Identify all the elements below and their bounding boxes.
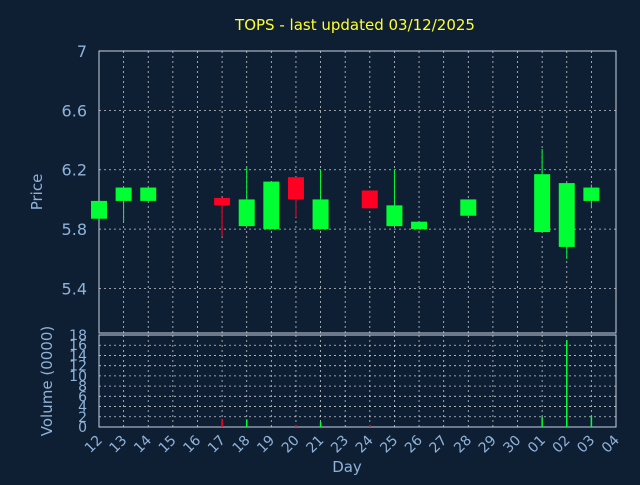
volume-tick-label: 16: [69, 338, 87, 354]
volume-tick-label: 18: [69, 328, 87, 344]
volume-tick-label: 14: [69, 348, 87, 364]
candle-body: [115, 187, 132, 201]
volume-tick-label: 6: [78, 389, 87, 405]
volume-tick-label: 0: [78, 420, 87, 436]
day-tick-label: 18: [230, 433, 254, 457]
day-tick-label: 21: [303, 433, 327, 457]
volume-bar: [319, 421, 322, 427]
day-tick-label: 02: [550, 433, 574, 457]
volume-axis-title: Volume (0000): [38, 326, 56, 436]
day-tick-label: 24: [353, 432, 377, 456]
price-tick-label: 6.2: [62, 161, 87, 180]
day-tick-label: 28: [451, 433, 475, 457]
candle-body: [361, 190, 378, 209]
volume-bar: [566, 340, 568, 427]
price-panel: 7 6.6 6.2 5.8 5.4: [62, 42, 617, 334]
candle-body: [238, 199, 255, 227]
day-tick-label: 03: [574, 433, 598, 457]
price-tick-label: 5.8: [62, 220, 87, 239]
candle-body: [214, 197, 231, 206]
candle-body: [312, 199, 329, 230]
candle-body: [583, 187, 600, 201]
candle-body: [140, 187, 157, 201]
day-tick-label: 20: [279, 433, 303, 457]
day-tick-label: 16: [180, 432, 204, 456]
volume-tick-label: 4: [78, 400, 87, 416]
day-axis-title: Day: [332, 458, 362, 476]
volume-bar: [590, 415, 593, 427]
candle-body: [411, 221, 428, 230]
day-tick-label: 15: [156, 433, 180, 457]
volume-tick-label: 2: [78, 410, 87, 426]
volume-plot-frame: [98, 334, 617, 428]
candle-body: [386, 205, 403, 227]
day-tick-label: 01: [525, 433, 549, 457]
volume-bar: [295, 424, 297, 427]
day-tick-label: 29: [476, 433, 500, 457]
day-tick-label: 25: [377, 433, 401, 457]
volume-tick-label: 8: [78, 379, 87, 395]
price-plot-frame: [98, 50, 617, 334]
volume-bar: [369, 424, 371, 427]
volume-bar: [245, 419, 248, 427]
day-tick-label: 23: [328, 433, 352, 457]
day-tick-label: 19: [254, 433, 278, 457]
price-axis-title: Price: [28, 174, 46, 211]
volume-tick-label: 10: [69, 369, 87, 385]
day-tick-label: 26: [402, 432, 426, 456]
day-tick-label: 17: [205, 433, 229, 457]
price-tick-label: 6.6: [62, 101, 87, 120]
volume-bar: [221, 418, 223, 427]
candle-body: [534, 174, 551, 233]
candle-body: [287, 177, 304, 200]
price-tick-label: 5.4: [62, 279, 87, 298]
volume-bar: [541, 416, 543, 427]
chart-title: TOPS - last updated 03/12/2025: [234, 16, 475, 34]
day-tick-label: 27: [427, 433, 451, 457]
candle-body: [460, 199, 477, 216]
candle-body: [558, 183, 575, 247]
price-tick-label: 7: [77, 42, 87, 61]
candle-body: [91, 200, 107, 219]
day-tick-label: 14: [131, 432, 155, 456]
candle-body: [263, 181, 280, 230]
day-tick-label: 30: [500, 433, 524, 457]
day-tick-label: 12: [82, 433, 106, 457]
day-tick-label: 13: [107, 433, 131, 457]
day-tick-label: 04: [599, 432, 623, 456]
volume-tick-label: 12: [69, 359, 87, 375]
